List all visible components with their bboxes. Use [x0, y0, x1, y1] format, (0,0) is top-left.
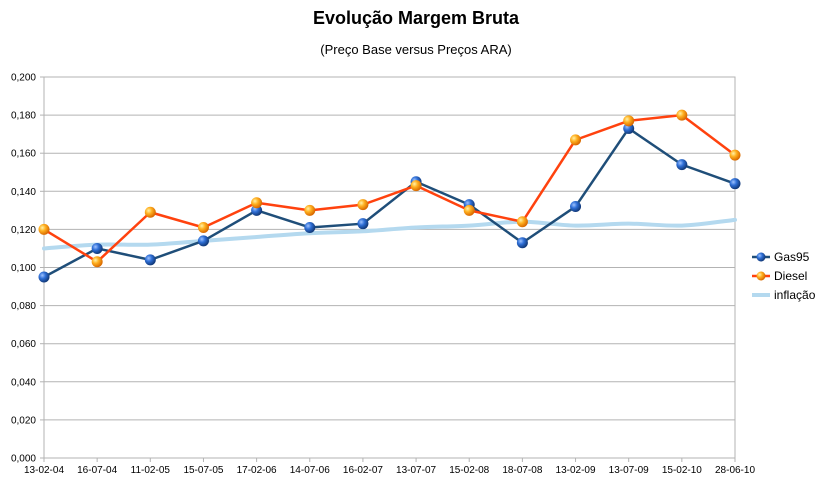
x-tick-label: 11-02-05 [131, 465, 171, 476]
data-point-diesel [463, 204, 475, 216]
data-point-diesel [516, 216, 528, 228]
chart-subtitle: (Preço Base versus Preços ARA) [320, 42, 512, 57]
series-line-infla-o [42, 217, 737, 251]
legend-marker-gas95 [756, 252, 766, 262]
legend-label-gas95: Gas95 [774, 250, 810, 264]
data-point-gas95 [570, 201, 582, 213]
data-point-diesel [251, 197, 263, 209]
legend-label-diesel: Diesel [774, 269, 807, 283]
data-point-diesel [304, 204, 316, 216]
x-tick-label: 15-02-10 [662, 465, 702, 476]
x-tick-label: 13-07-09 [609, 465, 649, 476]
data-point-diesel [623, 115, 635, 127]
x-tick-label: 16-02-07 [343, 465, 383, 476]
data-point-gas95 [91, 242, 103, 254]
data-point-diesel [91, 256, 103, 268]
x-tick-label: 13-02-09 [556, 465, 596, 476]
y-tick-label: 0,140 [11, 187, 36, 198]
plot-frame [43, 76, 736, 459]
x-tick-label: 13-07-07 [396, 465, 436, 476]
x-tick-label: 17-02-06 [237, 465, 277, 476]
series-line-diesel [43, 113, 736, 264]
data-point-gas95 [729, 178, 741, 190]
data-point-gas95 [304, 221, 316, 233]
x-tick-label: 15-02-08 [449, 465, 489, 476]
chart-title: Evolução Margem Bruta [312, 8, 520, 28]
y-tick-label: 0,160 [11, 149, 36, 160]
x-tick-label: 14-07-06 [290, 465, 330, 476]
data-point-diesel [38, 223, 50, 235]
data-point-diesel [410, 180, 422, 192]
data-point-gas95 [357, 218, 369, 230]
y-tick-label: 0,000 [11, 454, 36, 465]
data-point-diesel [144, 206, 156, 218]
y-tick-label: 0,020 [11, 415, 36, 426]
data-point-gas95 [623, 122, 635, 134]
y-tick-label: 0,200 [11, 73, 36, 84]
series-line-gas95 [43, 127, 736, 279]
data-point-diesel [729, 149, 741, 161]
legend-label-infla-o: inflação [774, 288, 816, 302]
data-point-diesel [676, 109, 688, 121]
y-tick-label: 0,040 [11, 377, 36, 388]
data-point-gas95 [38, 271, 50, 283]
x-tick-label: 13-02-04 [24, 465, 64, 476]
data-point-gas95 [676, 159, 688, 171]
x-tick-label: 28-06-10 [715, 465, 755, 476]
x-tick-label: 18-07-08 [502, 465, 542, 476]
data-point-gas95 [197, 235, 209, 247]
data-point-diesel [197, 221, 209, 233]
data-point-diesel [570, 134, 582, 146]
y-tick-label: 0,060 [11, 339, 36, 350]
x-tick-label: 15-07-05 [183, 465, 223, 476]
data-point-gas95 [516, 237, 528, 249]
y-tick-label: 0,100 [11, 263, 36, 274]
data-point-diesel [357, 199, 369, 211]
legend-marker-diesel [756, 271, 766, 281]
data-point-gas95 [251, 204, 263, 216]
x-tick-label: 16-07-04 [77, 465, 117, 476]
y-tick-label: 0,180 [11, 111, 36, 122]
y-tick-label: 0,120 [11, 225, 36, 236]
data-point-gas95 [144, 254, 156, 266]
y-tick-label: 0,080 [11, 301, 36, 312]
